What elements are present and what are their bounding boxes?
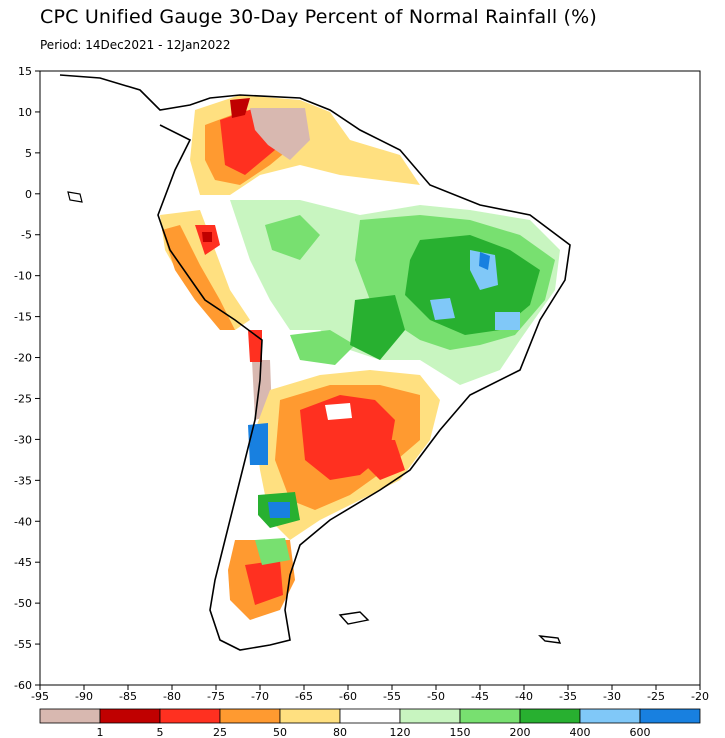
rain-deficit-uruguay <box>365 440 405 480</box>
x-tick-label: -30 <box>603 690 621 703</box>
y-tick-label: -25 <box>14 392 32 405</box>
x-tick-label: -45 <box>471 690 489 703</box>
y-tick-label: -35 <box>14 474 32 487</box>
rain-well-above-normal-sw <box>350 295 405 360</box>
y-tick-label: 0 <box>25 188 32 201</box>
x-tick-label: -20 <box>691 690 709 703</box>
rain-above-normal-medium-west <box>265 215 320 260</box>
legend-label: 1 <box>97 726 104 738</box>
y-tick-label: -5 <box>21 229 32 242</box>
legend-label: 200 <box>510 726 531 738</box>
legend-label: 50 <box>273 726 287 738</box>
y-tick-label: 15 <box>18 65 32 78</box>
map-frame <box>39 70 701 686</box>
y-tick-label: -55 <box>14 638 32 651</box>
x-tick-label: -55 <box>383 690 401 703</box>
legend-label: 25 <box>213 726 227 738</box>
x-tick-label: -90 <box>75 690 93 703</box>
map-period: Period: 14Dec2021 - 12Jan2022 <box>40 38 231 52</box>
rain-very-high <box>470 250 498 290</box>
legend-swatch <box>159 708 221 724</box>
legend-label: 120 <box>390 726 411 738</box>
rain-deficit-north-extreme <box>230 98 250 118</box>
legend-swatch <box>519 708 581 724</box>
continent-coastline <box>59 74 571 651</box>
rain-deficit-peru-extreme <box>202 232 212 242</box>
legend-swatch <box>279 708 341 724</box>
south-georgia <box>538 635 562 644</box>
rain-wet-chile-core <box>268 502 290 518</box>
y-axis: 15 10 5 0 -5 -10 -15 -20 -25 -30 -35 -40 -45 -50 -55 -6… <box>14 65 40 692</box>
legend-swatch <box>39 708 101 724</box>
x-tick-label: -85 <box>119 690 137 703</box>
map-shading <box>158 95 570 650</box>
y-tick-label: -60 <box>14 679 32 692</box>
rain-very-high-east <box>495 312 520 330</box>
y-tick-label: 5 <box>25 147 32 160</box>
x-tick-label: -95 <box>31 690 49 703</box>
y-tick-label: -45 <box>14 556 32 569</box>
legend-swatch <box>459 708 521 724</box>
color-legend: 1 5 25 50 80 120 150 200 400 600 <box>39 708 701 738</box>
legend-label: 5 <box>157 726 164 738</box>
x-tick-label: -25 <box>647 690 665 703</box>
map-title: CPC Unified Gauge 30-Day Percent of Norm… <box>40 6 598 28</box>
galapagos <box>67 191 83 203</box>
rain-patagonia-green <box>255 538 290 565</box>
falkland-islands <box>338 611 370 625</box>
y-tick-label: -50 <box>14 597 32 610</box>
x-tick-label: -40 <box>515 690 533 703</box>
y-tick-label: -20 <box>14 352 32 365</box>
rain-near-zero-north <box>250 108 310 160</box>
y-tick-label: 10 <box>18 106 32 119</box>
x-axis: -95 -90 -85 -80 -75 -70 -65 -60 -55 -50 -45 -40 -35 -… <box>31 685 709 703</box>
x-tick-label: -70 <box>251 690 269 703</box>
x-tick-label: -80 <box>163 690 181 703</box>
x-tick-label: -75 <box>207 690 225 703</box>
legend-swatch <box>399 708 461 724</box>
legend-swatch <box>219 708 281 724</box>
legend-label: 80 <box>333 726 347 738</box>
rain-very-high-south <box>430 298 455 320</box>
rain-patagonia-severe <box>245 560 283 605</box>
x-tick-label: -60 <box>339 690 357 703</box>
y-tick-label: -10 <box>14 270 32 283</box>
y-tick-label: -40 <box>14 515 32 528</box>
rain-extreme-patch <box>479 252 490 270</box>
rain-above-normal-medium-south <box>290 330 355 365</box>
legend-label: 400 <box>570 726 591 738</box>
x-tick-label: -65 <box>295 690 313 703</box>
y-tick-label: -15 <box>14 311 32 324</box>
legend-swatch <box>579 708 641 724</box>
legend-swatch <box>99 708 161 724</box>
legend-swatch <box>339 708 401 724</box>
x-tick-label: -35 <box>559 690 577 703</box>
rain-deficit-westcoast-severe <box>162 225 235 330</box>
legend-swatch <box>639 708 701 724</box>
y-tick-label: -30 <box>14 433 32 446</box>
legend-label: 150 <box>450 726 471 738</box>
rain-normal-patch-south <box>325 403 352 420</box>
x-tick-label: -50 <box>427 690 445 703</box>
rain-wet-chile-central <box>248 423 268 465</box>
legend-label: 600 <box>630 726 651 738</box>
